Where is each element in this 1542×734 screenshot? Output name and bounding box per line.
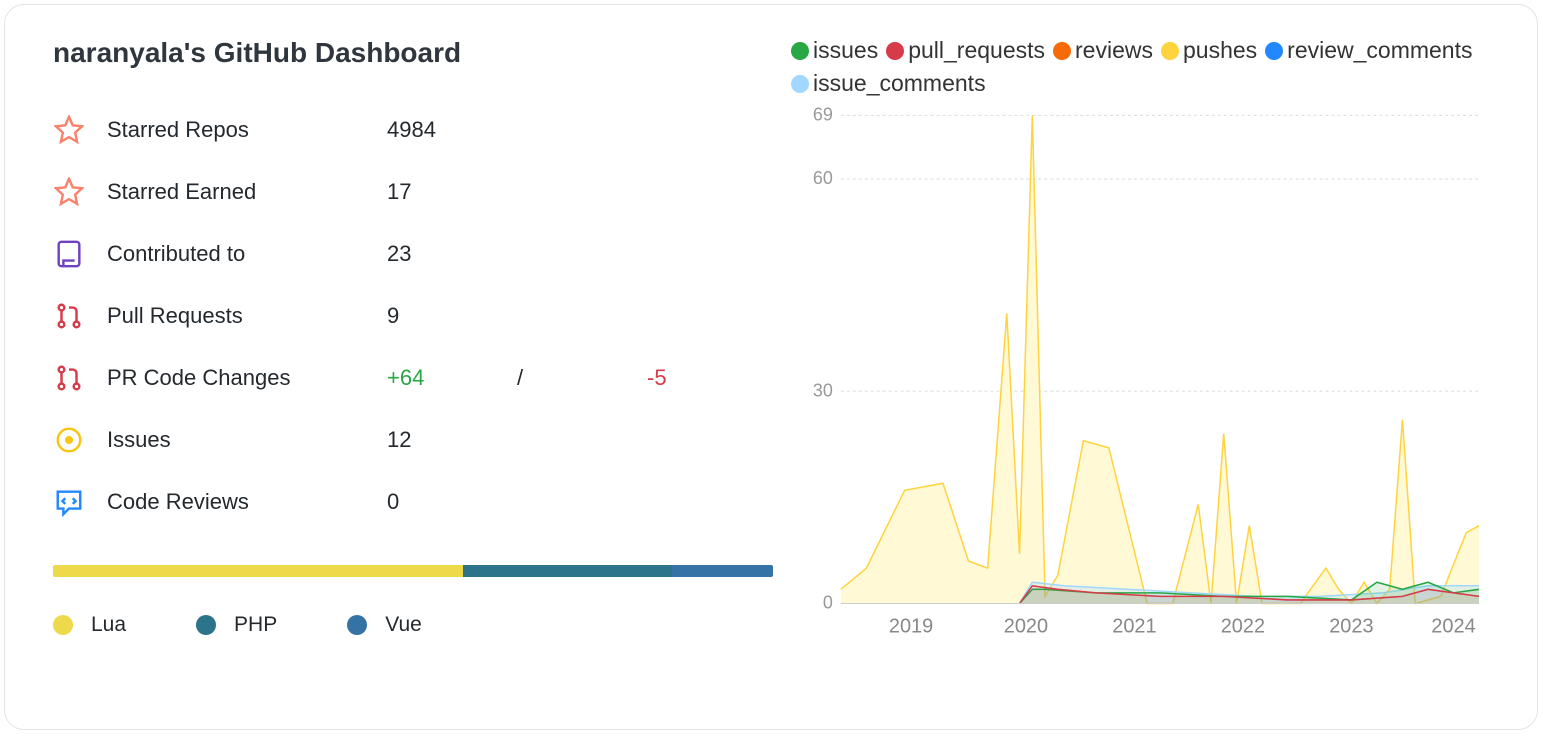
- dashboard-card: naranyala's GitHub Dashboard Starred Rep…: [4, 4, 1538, 730]
- stat-row: Pull Requests9: [53, 285, 771, 347]
- svg-text:0: 0: [823, 591, 833, 612]
- separator: /: [517, 365, 647, 391]
- right-panel: issues pull_requests reviews pushes review_c…: [771, 37, 1489, 699]
- legend-dot: [791, 42, 809, 60]
- deletions: -5: [647, 365, 667, 391]
- stat-label: Contributed to: [107, 241, 387, 267]
- pr-icon: [53, 300, 85, 332]
- svg-text:2024: 2024: [1431, 615, 1475, 637]
- stat-value: 0: [387, 489, 399, 515]
- legend-label: reviews: [1075, 37, 1153, 64]
- code-changes: +64/-5: [387, 365, 667, 391]
- stat-label: Starred Earned: [107, 179, 387, 205]
- stat-row: Issues12: [53, 409, 771, 471]
- page-title: naranyala's GitHub Dashboard: [53, 37, 771, 69]
- lang-dot: [196, 615, 216, 635]
- legend-item: review_comments: [1265, 37, 1472, 64]
- stat-row: Starred Earned17: [53, 161, 771, 223]
- svg-text:2020: 2020: [1004, 615, 1048, 637]
- legend-item: reviews: [1053, 37, 1153, 64]
- svg-text:30: 30: [813, 379, 833, 400]
- legend-label: pushes: [1183, 37, 1257, 64]
- stat-row: Code Reviews0: [53, 471, 771, 533]
- left-panel: naranyala's GitHub Dashboard Starred Rep…: [53, 37, 771, 699]
- legend-dot: [886, 42, 904, 60]
- svg-text:2019: 2019: [889, 615, 933, 637]
- review-icon: [53, 486, 85, 518]
- stats-list: Starred Repos4984Starred Earned17Contrib…: [53, 99, 771, 533]
- star-icon: [53, 176, 85, 208]
- legend-item: issue_comments: [791, 70, 986, 97]
- svg-text:2021: 2021: [1112, 615, 1156, 637]
- svg-text:60: 60: [813, 167, 833, 188]
- lang-name: Vue: [385, 613, 422, 637]
- legend-label: review_comments: [1287, 37, 1472, 64]
- lang-item: Lua: [53, 613, 126, 637]
- language-bar: [53, 565, 773, 577]
- lang-name: PHP: [234, 613, 277, 637]
- lang-segment: [672, 565, 773, 577]
- stat-value: 17: [387, 179, 411, 205]
- stat-label: Issues: [107, 427, 387, 453]
- issue-icon: [53, 424, 85, 456]
- language-legend: Lua PHP Vue: [53, 613, 771, 637]
- stat-value: 9: [387, 303, 399, 329]
- repo-icon: [53, 238, 85, 270]
- lang-item: PHP: [196, 613, 277, 637]
- legend-dot: [1161, 42, 1179, 60]
- svg-text:69: 69: [813, 105, 833, 125]
- legend-item: pushes: [1161, 37, 1257, 64]
- chart-legend: issues pull_requests reviews pushes review_c…: [791, 37, 1489, 97]
- lang-dot: [347, 615, 367, 635]
- lang-name: Lua: [91, 613, 126, 637]
- legend-label: issue_comments: [813, 70, 986, 97]
- legend-dot: [1053, 42, 1071, 60]
- stat-value: 12: [387, 427, 411, 453]
- legend-label: issues: [813, 37, 878, 64]
- stat-value: 4984: [387, 117, 436, 143]
- lang-segment: [463, 565, 672, 577]
- lang-dot: [53, 615, 73, 635]
- svg-text:2023: 2023: [1329, 615, 1373, 637]
- stat-label: Pull Requests: [107, 303, 387, 329]
- legend-label: pull_requests: [908, 37, 1045, 64]
- star-icon: [53, 114, 85, 146]
- stat-value: 23: [387, 241, 411, 267]
- stat-label: PR Code Changes: [107, 365, 387, 391]
- stat-row: Contributed to23: [53, 223, 771, 285]
- pr-icon: [53, 362, 85, 394]
- stat-label: Starred Repos: [107, 117, 387, 143]
- lang-item: Vue: [347, 613, 422, 637]
- svg-text:2022: 2022: [1221, 615, 1265, 637]
- legend-item: issues: [791, 37, 878, 64]
- lang-segment: [53, 565, 463, 577]
- stat-row: Starred Repos4984: [53, 99, 771, 161]
- additions: +64: [387, 365, 517, 391]
- stat-row: PR Code Changes+64/-5: [53, 347, 771, 409]
- legend-dot: [791, 75, 809, 93]
- legend-dot: [1265, 42, 1283, 60]
- activity-chart: 0 30 60 69 2019 2020 2021 2022 2023 2024: [791, 105, 1489, 645]
- stat-label: Code Reviews: [107, 489, 387, 515]
- legend-item: pull_requests: [886, 37, 1045, 64]
